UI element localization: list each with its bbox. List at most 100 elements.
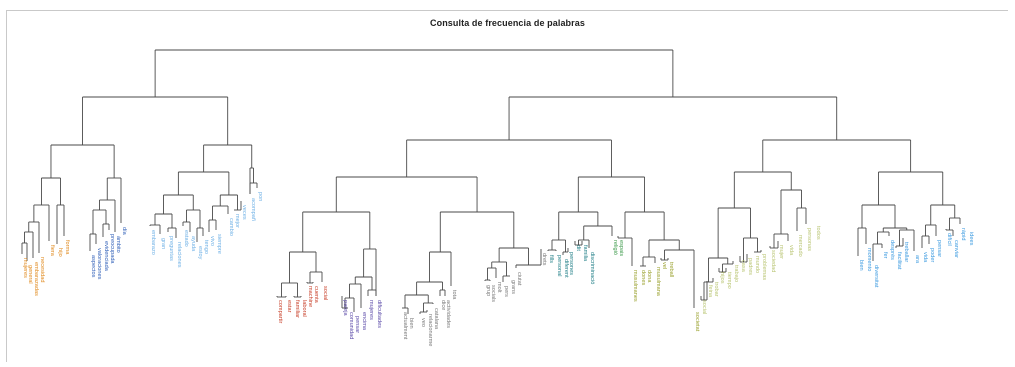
leaf-label: machine bbox=[307, 286, 313, 307]
leaf-label: pon bbox=[257, 192, 263, 201]
leaf-label: ràpid bbox=[960, 228, 966, 240]
leaf-label: sociedad bbox=[770, 250, 776, 272]
leaf-label: general bbox=[27, 265, 33, 284]
leaf-label: problemas bbox=[761, 254, 767, 280]
leaf-label: veces bbox=[241, 205, 247, 220]
leaf-label: forma bbox=[64, 240, 70, 255]
leaf-label: valoraciones bbox=[96, 248, 102, 280]
leaf-label: estoy bbox=[197, 246, 203, 260]
leaf-label: musulmana bbox=[655, 267, 661, 297]
leaf-label: vida bbox=[788, 245, 794, 256]
leaf-label: mejor bbox=[234, 214, 240, 228]
leaf-label: pensar bbox=[936, 240, 942, 257]
leaf-label: casa bbox=[740, 260, 746, 273]
leaf-label: religió bbox=[612, 240, 618, 255]
leaf-label: personal bbox=[556, 255, 562, 276]
leaf-label: actividades bbox=[445, 300, 451, 328]
leaf-label: social bbox=[322, 286, 328, 300]
leaf-label: musulmanes bbox=[632, 270, 638, 302]
leaf-label: tengo bbox=[203, 240, 209, 254]
leaf-label: cuenta bbox=[313, 286, 319, 304]
leaf-label: tota bbox=[451, 290, 457, 300]
leaf-label: preguntas bbox=[168, 236, 174, 261]
leaf-label: dona bbox=[646, 270, 652, 283]
leaf-label: treball bbox=[668, 262, 674, 277]
leaf-label: actualment bbox=[402, 312, 408, 340]
leaf-label: social bbox=[701, 300, 707, 314]
leaf-label: ciutat bbox=[516, 272, 522, 286]
leaf-label: drets bbox=[541, 253, 547, 266]
leaf-label: ámbito bbox=[115, 236, 121, 253]
leaf-label: dones bbox=[640, 270, 646, 285]
leaf-label: encima bbox=[361, 312, 367, 331]
leaf-label: grup bbox=[485, 285, 491, 296]
leaf-label: facilitat bbox=[896, 252, 902, 270]
leaf-label: embarazo bbox=[150, 230, 156, 255]
leaf-label: ayuda bbox=[190, 236, 196, 252]
leaf-label: necesidad bbox=[39, 257, 45, 283]
leaf-label: vida bbox=[922, 252, 928, 263]
leaf-label: bien bbox=[408, 318, 414, 329]
leaf-label: diversitat bbox=[873, 265, 879, 288]
leaf-label: vivo bbox=[209, 236, 215, 246]
leaf-label: hijo bbox=[57, 248, 63, 257]
leaf-label: trobar bbox=[713, 282, 719, 297]
leaf-label: feina bbox=[707, 285, 713, 298]
leaf-label: comunidad bbox=[348, 312, 354, 339]
leaf-label: acompañ bbox=[250, 198, 256, 221]
leaf-label: societat bbox=[694, 312, 700, 332]
leaf-label: difícil bbox=[946, 233, 952, 246]
leaf-label: personas bbox=[806, 228, 812, 251]
leaf-label: poder bbox=[929, 248, 935, 262]
leaf-label: mujeres bbox=[368, 300, 374, 320]
leaf-label: aspectos bbox=[90, 255, 96, 278]
leaf-label: canviar bbox=[953, 240, 959, 258]
leaf-label: vel bbox=[661, 262, 667, 269]
leaf-label: embarazadas bbox=[33, 262, 39, 296]
leaf-label: fiera bbox=[49, 245, 55, 257]
leaf-label: grans bbox=[510, 280, 516, 294]
leaf-label: día bbox=[121, 227, 127, 236]
chart-title: Consulta de frecuencia de palabras bbox=[430, 18, 585, 28]
leaf-label: relaciones bbox=[176, 242, 182, 268]
leaf-label: evidenciada bbox=[103, 241, 109, 272]
leaf-label: familia bbox=[582, 245, 588, 262]
leaf-label: espais bbox=[618, 240, 624, 256]
leaf-label: compartir bbox=[277, 300, 283, 323]
leaf-label: trabajo bbox=[733, 265, 739, 282]
leaf-label: molt bbox=[496, 282, 502, 293]
leaf-label: idees bbox=[968, 232, 974, 246]
leaf-label: dit bbox=[575, 245, 581, 251]
leaf-label: fer bbox=[882, 252, 888, 259]
leaf-label: todos bbox=[815, 226, 821, 240]
leaf-label: pareja bbox=[342, 300, 348, 316]
leaf-label: treballar bbox=[903, 242, 909, 262]
leaf-label: fills bbox=[548, 255, 554, 263]
leaf-label: persones bbox=[568, 252, 574, 275]
leaf-label: pers bbox=[503, 286, 509, 297]
leaf-label: siempre bbox=[216, 234, 222, 254]
leaf-label: pensar bbox=[354, 316, 360, 333]
leaf-label: tiempo bbox=[726, 272, 732, 289]
leaf-label: ara bbox=[914, 255, 920, 264]
leaf-label: cambio bbox=[228, 218, 234, 236]
leaf-label: estar bbox=[286, 300, 292, 313]
leaf-label: relacionarme bbox=[427, 314, 433, 346]
leaf-label: dice bbox=[440, 300, 446, 310]
leaf-label: mujer bbox=[778, 245, 784, 259]
chart-frame bbox=[6, 10, 1008, 362]
leaf-label: després bbox=[889, 240, 895, 260]
leaf-label: mujeres bbox=[22, 258, 28, 278]
leaf-label: socials bbox=[490, 285, 496, 302]
leaf-label: laboral bbox=[301, 300, 307, 317]
leaf-label: preocupada bbox=[109, 234, 115, 264]
leaf-label: bien bbox=[858, 260, 864, 271]
leaf-label: veo bbox=[420, 318, 426, 327]
leaf-label: padres bbox=[747, 258, 753, 275]
leaf-label: momento bbox=[866, 248, 872, 271]
leaf-label: catalana bbox=[433, 308, 439, 330]
leaf-label: familiar bbox=[294, 300, 300, 318]
leaf-label: hijos bbox=[719, 272, 725, 284]
leaf-label: gran bbox=[160, 238, 166, 249]
